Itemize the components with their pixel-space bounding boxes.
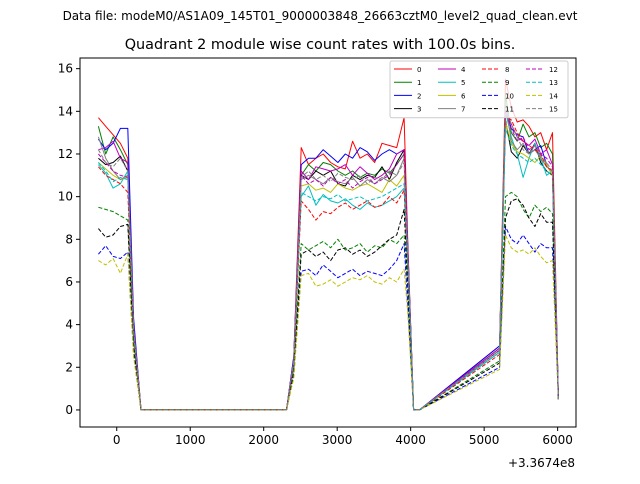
x-tick-label: 3000 [322,433,353,447]
legend-label-2: 2 [417,92,421,100]
x-tick-label: 4000 [395,433,426,447]
series-line-15 [97,106,559,411]
y-tick-label: 12 [58,147,73,161]
x-tick-label: 6000 [542,433,573,447]
y-tick-label: 0 [65,403,73,417]
series-line-8 [98,115,559,411]
legend-label-3: 3 [417,106,421,114]
x-offset-text: +3.3674e8 [508,456,575,470]
legend-label-5: 5 [461,79,465,87]
y-tick-label: 6 [65,275,73,289]
y-tick-label: 8 [65,232,73,246]
x-tick-label: 5000 [469,433,500,447]
legend-label-6: 6 [461,92,466,100]
x-tick-label: 1000 [175,433,206,447]
y-tick-label: 2 [65,360,73,374]
legend-label-11: 11 [505,106,514,114]
legend-label-10: 10 [505,92,514,100]
y-tick-label: 14 [58,104,73,118]
y-tick-label: 10 [58,190,73,204]
y-tick-label: 16 [58,62,73,76]
legend-label-0: 0 [417,66,421,74]
legend-label-9: 9 [505,79,509,87]
legend-label-8: 8 [505,66,509,74]
legend-box [389,60,569,119]
y-tick-label: 4 [65,318,73,332]
axes-frame [79,57,577,428]
legend-label-15: 15 [549,106,558,114]
legend-label-14: 14 [549,92,558,100]
legend-label-1: 1 [417,79,421,87]
chart-title: Quadrant 2 module wise count rates with … [125,37,516,53]
legend-label-4: 4 [461,66,466,74]
series-layer [97,78,559,411]
legend-label-7: 7 [461,106,465,114]
figure-suptitle: Data file: modeM0/AS1A09_145T01_90000038… [63,9,578,23]
x-tick-label: 0 [113,433,121,447]
legend-label-13: 13 [549,79,558,87]
x-tick-label: 2000 [248,433,279,447]
legend-label-12: 12 [549,66,558,74]
